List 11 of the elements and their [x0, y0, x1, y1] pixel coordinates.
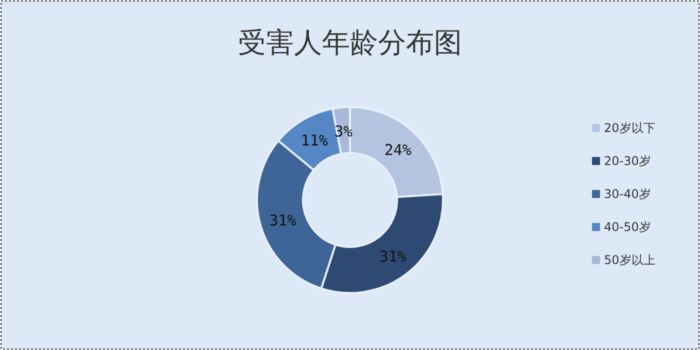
legend-label: 30-40岁	[604, 187, 651, 201]
legend-label: 40-50岁	[604, 220, 651, 234]
chart-title: 受害人年龄分布图	[238, 26, 462, 59]
data-label: 31%	[269, 212, 296, 230]
legend-label: 20岁以下	[604, 121, 656, 135]
data-label: 3%	[334, 122, 352, 140]
legend-label: 50岁以上	[604, 253, 656, 267]
data-label: 11%	[300, 132, 328, 150]
data-label: 31%	[379, 247, 406, 266]
data-label: 24%	[384, 140, 412, 159]
legend-label: 20-30岁	[604, 154, 651, 168]
